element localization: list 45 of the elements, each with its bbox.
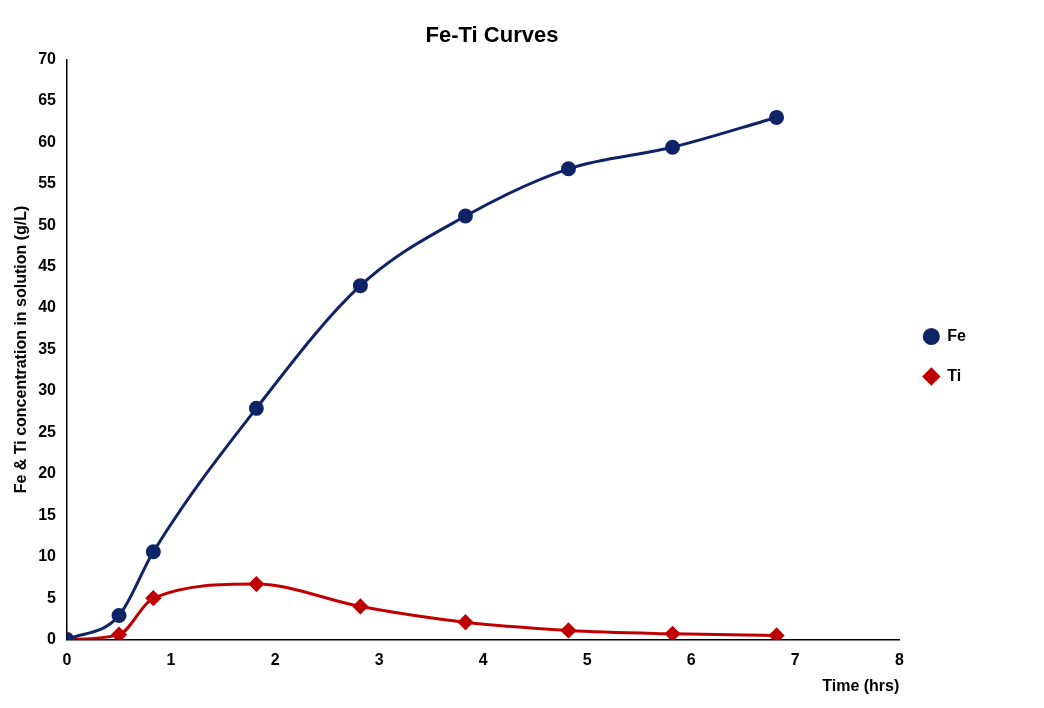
point [769, 627, 785, 640]
point [248, 576, 264, 592]
x-tick-label: 8 [894, 650, 904, 668]
y-tick-label: 40 [38, 298, 57, 316]
y-tick-label: 45 [38, 257, 57, 275]
point [111, 608, 127, 624]
point [248, 400, 264, 416]
y-tick-label: 50 [38, 215, 57, 233]
x-tick-label: 4 [478, 650, 488, 668]
y-tick-label: 55 [38, 174, 57, 192]
x-tick-label: 3 [374, 650, 384, 668]
x-tick-label: 2 [270, 650, 280, 668]
point [352, 278, 368, 294]
x-tick-label: 1 [166, 650, 176, 668]
point [560, 161, 576, 177]
x-axis-title: Time (hrs) [822, 676, 900, 694]
x-tick-label: 5 [582, 650, 592, 668]
y-tick-label: 30 [38, 381, 57, 399]
point [560, 622, 576, 638]
point [352, 598, 368, 614]
y-tick-label: 35 [38, 339, 57, 357]
point [145, 590, 161, 606]
point [665, 626, 681, 640]
point [457, 614, 473, 630]
legend-label: Ti [947, 366, 962, 384]
point [145, 544, 161, 560]
x-tick-label: 6 [686, 650, 696, 668]
point [111, 627, 127, 640]
point [457, 208, 473, 224]
y-tick-label: 0 [47, 630, 57, 648]
y-tick-label: 15 [38, 505, 57, 523]
y-tick-label: 5 [47, 588, 57, 606]
x-tick-label: 0 [62, 650, 72, 668]
point [769, 109, 785, 125]
y-axis-title: Fe & Ti concentration in solution (g/L) [12, 205, 30, 494]
legend-label: Fe [947, 326, 967, 344]
x-tick-label: 7 [790, 650, 800, 668]
point [665, 139, 681, 155]
y-tick-label: 25 [38, 422, 57, 440]
y-tick-label: 60 [38, 132, 57, 150]
chart-title: Fe-Ti Curves [425, 22, 559, 48]
y-tick-label: 65 [38, 91, 57, 109]
y-tick-label: 10 [38, 547, 57, 565]
y-tick-label: 20 [38, 464, 57, 482]
y-tick-label: 70 [38, 49, 57, 67]
